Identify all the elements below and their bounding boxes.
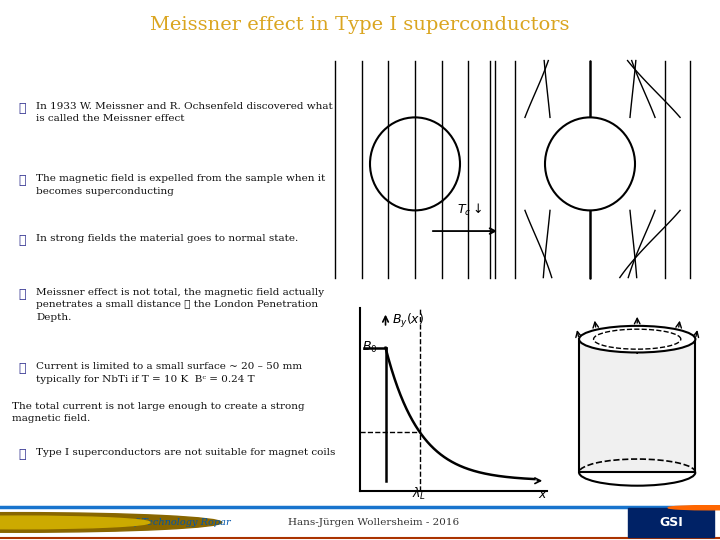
Circle shape — [545, 117, 635, 211]
Text: Hans-Jürgen Wollersheim - 2016: Hans-Jürgen Wollersheim - 2016 — [288, 518, 459, 527]
Text: GSI: GSI — [660, 516, 683, 529]
Circle shape — [0, 512, 222, 532]
Text: ❖: ❖ — [18, 174, 26, 187]
Text: $B_0$: $B_0$ — [362, 340, 378, 355]
Ellipse shape — [579, 326, 696, 353]
Bar — [579, 339, 696, 472]
Text: The magnetic field is expelled from the sample when it
becomes superconducting: The magnetic field is expelled from the … — [36, 174, 325, 195]
Text: ❖: ❖ — [18, 448, 26, 461]
Text: Meissner effect is not total, the magnetic field actually
penetrates a small dis: Meissner effect is not total, the magnet… — [36, 288, 324, 322]
Text: $B_y(x)$: $B_y(x)$ — [392, 312, 424, 330]
Text: $\lambda_L$: $\lambda_L$ — [413, 486, 427, 502]
Text: In strong fields the material goes to normal state.: In strong fields the material goes to no… — [36, 234, 298, 243]
Text: In 1933 W. Meissner and R. Ochsenfeld discovered what
is called the Meissner eff: In 1933 W. Meissner and R. Ochsenfeld di… — [36, 102, 333, 123]
Text: Type I superconductors are not suitable for magnet coils: Type I superconductors are not suitable … — [36, 448, 336, 457]
Text: Current is limited to a small surface ~ 20 – 50 mm
typically for NbTi if T = 10 : Current is limited to a small surface ~ … — [36, 362, 302, 384]
Text: ❖: ❖ — [18, 288, 26, 301]
Text: The total current is not large enough to create a strong
magnetic field.: The total current is not large enough to… — [12, 402, 305, 423]
Circle shape — [668, 505, 720, 510]
Circle shape — [370, 117, 460, 211]
Text: ❖: ❖ — [18, 102, 26, 115]
Text: $T_c\downarrow$: $T_c\downarrow$ — [457, 202, 482, 219]
Circle shape — [0, 516, 150, 529]
Text: $x$: $x$ — [538, 488, 548, 501]
Text: Indian Institute of Technology Ropar: Indian Institute of Technology Ropar — [49, 518, 230, 527]
Bar — [628, 508, 714, 537]
Text: Meissner effect in Type I superconductors: Meissner effect in Type I superconductor… — [150, 16, 570, 34]
Text: ❖: ❖ — [18, 234, 26, 247]
Text: ❖: ❖ — [18, 362, 26, 375]
